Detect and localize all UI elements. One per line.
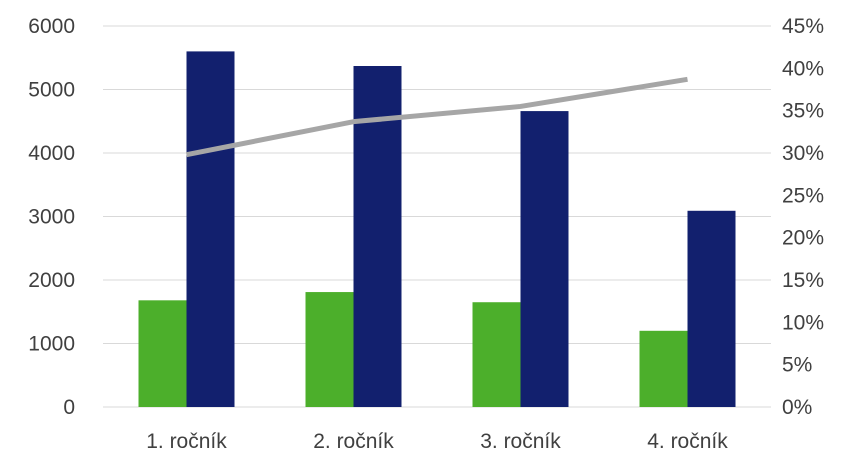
- bar-series: [138, 51, 736, 408]
- category-label: 2. ročník: [313, 430, 394, 453]
- right-tick-label: 40%: [782, 57, 824, 80]
- bar: [138, 300, 187, 407]
- left-tick-label: 2000: [28, 269, 75, 292]
- left-tick-label: 5000: [28, 79, 75, 102]
- category-label: 4. ročník: [647, 430, 728, 453]
- bar: [639, 330, 688, 407]
- right-tick-label: 45%: [782, 15, 824, 38]
- bar: [305, 292, 354, 407]
- left-tick-label: 3000: [28, 206, 75, 229]
- bar: [472, 302, 521, 407]
- bar: [186, 51, 235, 408]
- right-tick-label: 25%: [782, 184, 824, 207]
- category-label: 3. ročník: [480, 430, 561, 453]
- left-axis: 0 1000 2000 3000 4000 5000 6000: [28, 15, 75, 419]
- right-tick-label: 30%: [782, 142, 824, 165]
- right-tick-label: 10%: [782, 311, 824, 334]
- right-tick-label: 15%: [782, 269, 824, 292]
- left-tick-label: 4000: [28, 142, 75, 165]
- bar: [687, 210, 736, 407]
- right-tick-label: 35%: [782, 100, 824, 123]
- left-tick-label: 0: [63, 396, 75, 419]
- bar: [520, 111, 569, 407]
- right-tick-label: 0%: [782, 396, 812, 419]
- category-axis: 1. ročník 2. ročník 3. ročník 4. ročník: [146, 430, 728, 453]
- line-series-path: [186, 76, 688, 158]
- right-tick-label: 20%: [782, 227, 824, 250]
- right-tick-label: 5%: [782, 354, 812, 377]
- right-axis: 0% 5% 10% 15% 20% 25% 30% 35% 40% 45%: [782, 15, 824, 419]
- category-label: 1. ročník: [146, 430, 227, 453]
- left-tick-label: 1000: [28, 333, 75, 356]
- left-tick-label: 6000: [28, 15, 75, 38]
- line-series: [186, 76, 688, 158]
